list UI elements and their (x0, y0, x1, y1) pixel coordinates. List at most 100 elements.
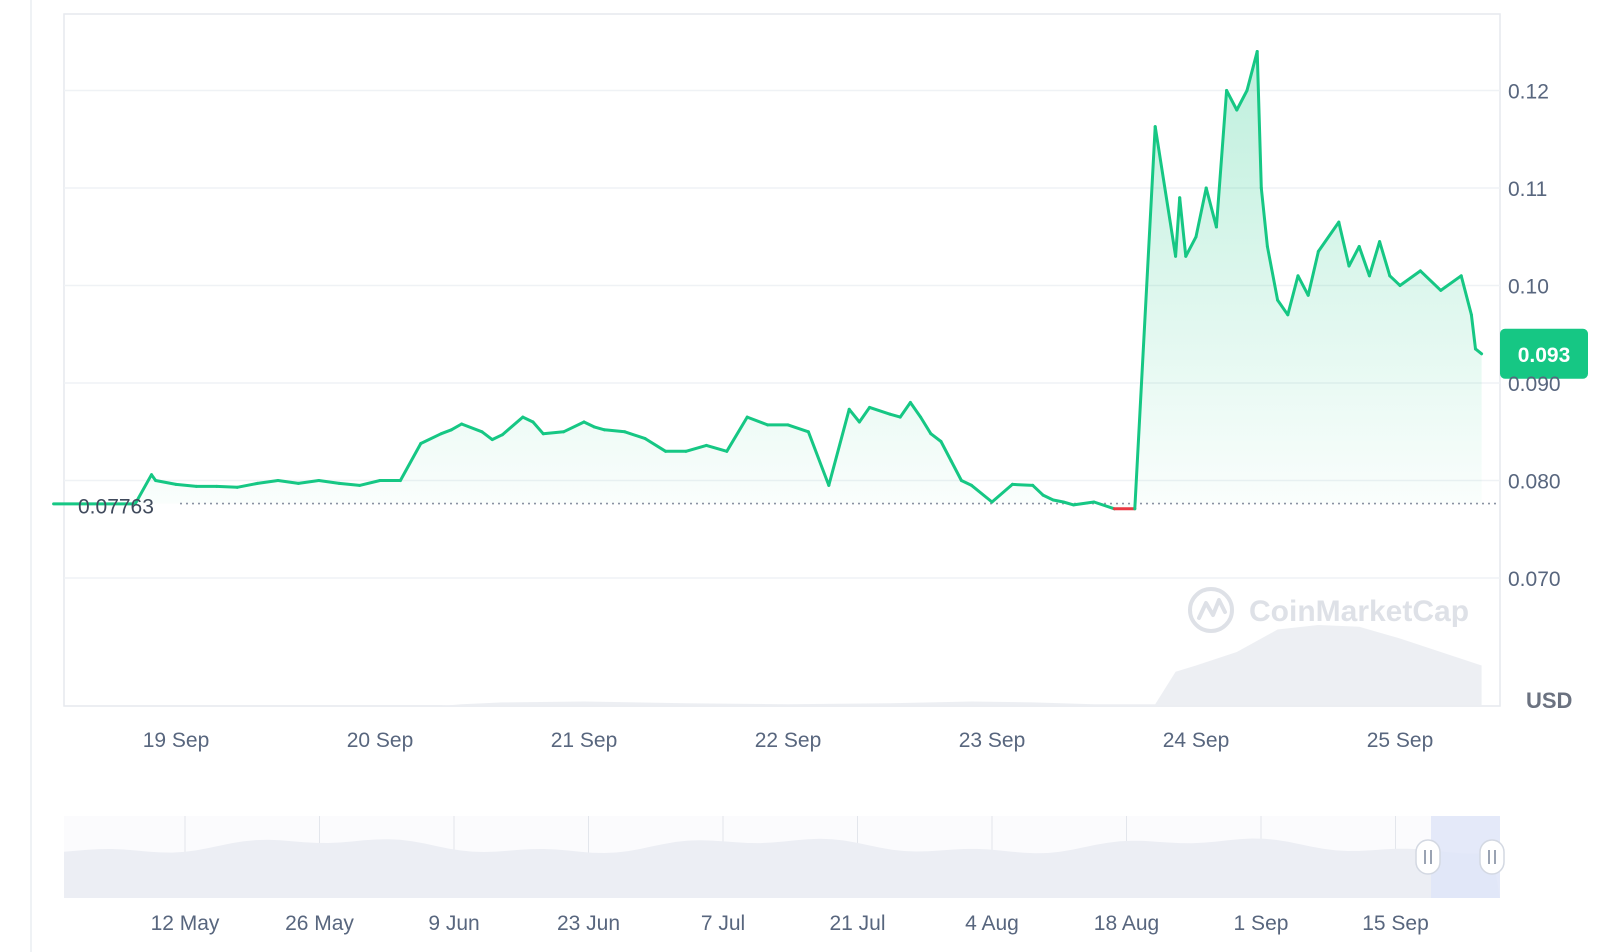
price-line-segment (990, 482, 1014, 504)
price-tick-label: 0.12 (1508, 81, 1549, 104)
price-line-segment (541, 430, 566, 436)
navigator-tick-label: 15 Sep (1362, 912, 1429, 935)
price-tick-label: 0.070 (1508, 568, 1561, 591)
time-tick-label: 21 Sep (551, 729, 618, 752)
price-line-segment (133, 473, 153, 506)
price-line-segment (1245, 50, 1259, 92)
price-line-segment (480, 430, 494, 442)
price-line-segment (235, 481, 260, 489)
price-area (64, 51, 1482, 509)
price-line-segment (1276, 298, 1290, 317)
time-tick-label: 23 Sep (959, 729, 1026, 752)
price-line-segment (857, 405, 872, 424)
price-line-segment (602, 428, 627, 434)
navigator-left-handle[interactable] (1415, 839, 1441, 875)
price-tick-label: 0.11 (1508, 178, 1547, 201)
price-line-segment (439, 428, 453, 436)
price-line-segment (959, 479, 974, 487)
price-line-segment (1041, 493, 1055, 502)
price-tick-label: 0.090 (1508, 373, 1561, 396)
price-line-segment (358, 479, 382, 487)
navigator-tick-label: 9 Jun (428, 912, 479, 935)
current-price-label: 0.093 (1518, 344, 1571, 367)
price-line-segment (256, 479, 280, 485)
price-line-segment (460, 422, 484, 434)
price-line-segment (1235, 89, 1249, 112)
navigator-tick-label: 4 Aug (965, 912, 1019, 935)
price-line-segment (1214, 89, 1229, 229)
price-line-segment (174, 482, 198, 488)
price-line-segment (1265, 245, 1280, 302)
navigator-tick-label: 18 Aug (1094, 912, 1159, 935)
price-line-segment (296, 479, 321, 485)
current-price-badge: 0.093 (1500, 328, 1588, 379)
price-line-segment (1194, 186, 1208, 239)
time-axis: 19 Sep 20 Sep 21 Sep 22 Sep 23 Sep 24 Sep 25 S… (143, 729, 1434, 752)
price-line-segment (1367, 240, 1382, 278)
price-line-segment (521, 415, 535, 424)
price-line-segment (154, 479, 178, 486)
price-line-segment (1051, 498, 1065, 504)
price-line-segment (643, 437, 668, 453)
navigator-area (64, 838, 1500, 898)
price-line-segment (1178, 196, 1188, 258)
price-line-segment (1255, 50, 1263, 190)
price-line-segment (847, 407, 861, 424)
price-line-segment (745, 415, 770, 427)
price-line-segment (929, 432, 943, 443)
price-line-segment (215, 484, 239, 489)
price-line-segment (1459, 274, 1473, 317)
price-line-segment (1204, 186, 1218, 229)
price-line-segment (623, 430, 647, 441)
navigator-right-handle[interactable] (1479, 839, 1505, 875)
price-line-segment (1378, 240, 1392, 278)
coinmarketcap-logo-wave (1197, 598, 1227, 620)
price-line-segment (317, 479, 341, 485)
price-tick-label: 0.080 (1508, 471, 1561, 494)
price-line-segment (1061, 500, 1076, 507)
price-line-segment (1092, 500, 1116, 511)
price-line-segment (1439, 274, 1463, 292)
time-tick-label: 19 Sep (143, 729, 210, 752)
price-line-segment (1174, 196, 1182, 258)
price-line-segment (1474, 347, 1484, 356)
price-line-segment (1337, 220, 1351, 268)
price-line-segment (1357, 245, 1371, 278)
price-line-segment (939, 440, 953, 463)
navigator-axis: 12 May 26 May 9 Jun 23 Jun 7 Jul 21 Jul 4 Aug 1… (151, 912, 1429, 935)
watermark-text: CoinMarketCap (1249, 595, 1469, 628)
price-line-segment (1398, 269, 1422, 287)
price-line-segment (1418, 269, 1443, 292)
price-line-segment (1388, 274, 1402, 287)
price-line-segment (337, 481, 362, 487)
price-line-segment (725, 415, 749, 453)
current-price-badge-bg (1500, 328, 1588, 379)
price-line-segment (1010, 482, 1035, 487)
time-tick-label: 24 Sep (1163, 729, 1230, 752)
price-line-segment (786, 423, 810, 434)
navigator-tick-label: 26 May (285, 912, 354, 935)
volume-area-shape (64, 625, 1482, 706)
price-line (52, 50, 1484, 511)
volume-area (64, 625, 1482, 706)
price-line-segment (868, 405, 892, 416)
range-navigator[interactable]: 12 May 26 May 9 Jun 23 Jun 7 Jul 21 Jul 4 Aug 1… (64, 816, 1505, 935)
price-line-segment (1347, 245, 1361, 268)
coinmarketcap-logo-icon (1188, 587, 1234, 633)
currency-unit-label: USD (1526, 688, 1572, 713)
price-line-segment (888, 412, 902, 419)
price-line-segment (684, 443, 708, 453)
price-line-segment (1306, 249, 1320, 297)
price-line-segment (1153, 125, 1178, 258)
price-line-segment (490, 433, 504, 442)
price-line-segment (1286, 274, 1300, 317)
price-line-segment (806, 430, 831, 487)
price-tick-label: 0.10 (1508, 276, 1549, 299)
navigator-tick-label: 7 Jul (701, 912, 745, 935)
price-line-segment (1184, 235, 1198, 258)
navigator-tick-label: 23 Jun (557, 912, 620, 935)
price-line-segment (1225, 89, 1239, 112)
price-line-segment (531, 420, 545, 436)
price-line-segment (500, 415, 525, 437)
price-line-segment (704, 443, 729, 453)
